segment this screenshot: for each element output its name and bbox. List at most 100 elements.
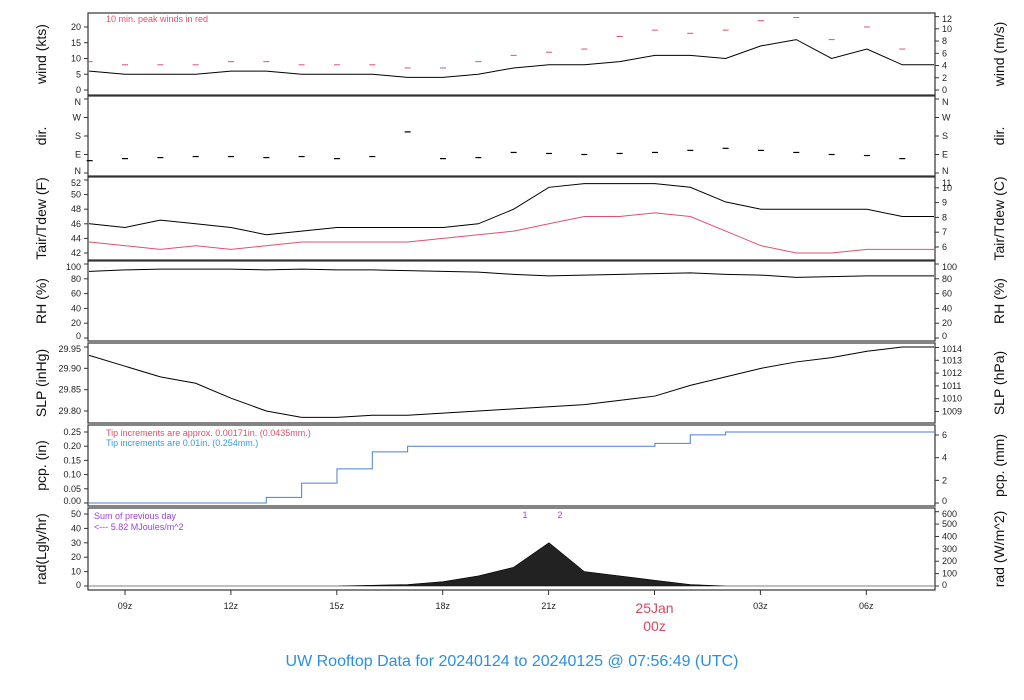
y-right-tick-label: 6 <box>942 242 947 252</box>
x-tick-label: 09z <box>118 601 133 611</box>
y-right-tick-label: 0 <box>942 496 947 506</box>
y-right-tick-label: 1014 <box>942 344 962 354</box>
y-axis-label-right: RH (%) <box>991 278 1007 324</box>
y-tick-label: S <box>75 131 81 141</box>
y-axis-label-right: SLP (hPa) <box>991 351 1007 415</box>
y-axis-label-left: RH (%) <box>33 278 49 324</box>
y-tick-label: 46 <box>71 219 81 229</box>
y-tick-label: 60 <box>71 289 81 299</box>
y-axis-label-right: rad (W/m^2) <box>991 511 1007 588</box>
radiation-area <box>89 542 934 587</box>
y-axis-label-left: dir. <box>33 127 49 146</box>
y-tick-label: 48 <box>71 204 81 214</box>
date-marker-day: 25Jan <box>635 600 673 616</box>
y-tick-label: 0 <box>76 331 81 341</box>
y-axis-label-left: rad(Lgly/hr) <box>33 513 49 585</box>
radiation-note-1: Sum of previous day <box>94 511 177 521</box>
y-axis-label-right: pcp. (mm) <box>991 434 1007 497</box>
y-axis-label-left: wind (kts) <box>33 24 49 85</box>
y-right-tick-label: 1011 <box>942 381 961 391</box>
y-right-tick-label: 1013 <box>942 355 962 365</box>
x-tick-label: 15z <box>330 601 345 611</box>
y-tick-label: W <box>73 113 82 123</box>
y-tick-label: N <box>75 166 82 176</box>
y-axis-label-right: Tair/Tdew (C) <box>991 176 1007 260</box>
radiation-marker-2: 2 <box>557 510 562 520</box>
y-tick-label: 29.90 <box>58 363 81 373</box>
y-tick-label: 30 <box>71 538 81 548</box>
y-right-tick-label: 1009 <box>942 407 962 417</box>
y-right-tick-label: 2 <box>942 475 947 485</box>
panel-frame-rh <box>87 260 936 342</box>
y-right-tick-label: 6 <box>942 430 947 440</box>
y-right-tick-label: N <box>942 166 949 176</box>
y-right-tick-label: 200 <box>942 556 957 566</box>
slp-line <box>89 346 934 418</box>
y-tick-label: N <box>75 97 82 107</box>
y-right-tick-label: 12 <box>942 14 952 24</box>
y-axis-label-left: pcp. (in) <box>33 440 49 491</box>
wind-annotation: 10 min. peak winds in red <box>106 14 208 24</box>
precip-line <box>89 431 934 504</box>
wind-speed-line <box>89 39 934 78</box>
y-right-tick-label: 1012 <box>942 368 962 378</box>
y-right-tick-label: 7 <box>942 227 947 237</box>
x-tick-label: 12z <box>224 601 239 611</box>
y-tick-label: 0 <box>76 85 81 95</box>
y-tick-label: 20 <box>71 318 81 328</box>
y-tick-label: 40 <box>71 303 81 313</box>
y-tick-label: 44 <box>71 233 81 243</box>
y-axis-label-left: Tair/Tdew (F) <box>33 177 49 259</box>
x-tick-label: 06z <box>859 601 874 611</box>
rh-line <box>89 268 934 278</box>
y-tick-label: 15 <box>71 38 81 48</box>
y-right-tick-label: 40 <box>942 303 952 313</box>
y-tick-label: E <box>75 150 81 160</box>
y-tick-label: 100 <box>66 262 81 272</box>
y-right-tick-label: 0 <box>942 580 947 590</box>
radiation-note-2: <--- 5.82 MJoules/m^2 <box>94 522 184 532</box>
precip-note-2: Tip increments are 0.01in. (0.254mm.) <box>106 438 258 448</box>
y-tick-label: 80 <box>71 274 81 284</box>
y-right-tick-label: S <box>942 131 948 141</box>
y-right-tick-label: 400 <box>942 531 957 541</box>
y-tick-label: 42 <box>71 248 81 258</box>
y-tick-label: 0.15 <box>63 455 81 465</box>
panel-frame-wind <box>87 12 936 96</box>
y-tick-label: 0.05 <box>63 484 81 494</box>
y-right-tick-label: W <box>942 113 951 123</box>
y-tick-label: 29.80 <box>58 406 81 416</box>
y-axis-label-right: wind (m/s) <box>991 22 1007 88</box>
y-right-tick-label: 8 <box>942 36 947 46</box>
y-right-tick-label: 300 <box>942 544 957 554</box>
y-right-tick-label: 500 <box>942 519 957 529</box>
y-right-tick-label: 10 <box>942 183 952 193</box>
y-right-tick-label: N <box>942 97 949 107</box>
y-right-tick-label: 11 <box>942 178 951 188</box>
y-right-tick-label: 60 <box>942 289 952 299</box>
y-right-tick-label: 2 <box>942 73 947 83</box>
precip-note-1: Tip increments are approx. 0.00171in. (0… <box>106 428 311 438</box>
y-right-tick-label: 100 <box>942 262 957 272</box>
y-right-tick-label: 80 <box>942 274 952 284</box>
panel-frame-temperature <box>87 176 936 261</box>
dewpoint-line <box>89 212 934 254</box>
y-tick-label: 10 <box>71 567 81 577</box>
date-marker-hour: 00z <box>643 618 666 634</box>
panel-frame-slp <box>87 342 936 424</box>
y-right-tick-label: 10 <box>942 24 952 34</box>
chart-title: UW Rooftop Data for 20240124 to 20240125… <box>286 653 739 670</box>
y-right-tick-label: 4 <box>942 61 947 71</box>
radiation-marker-1: 1 <box>522 510 527 520</box>
panel-frame-dir <box>87 95 936 177</box>
y-tick-label: 0.25 <box>63 427 81 437</box>
y-right-tick-label: 8 <box>942 212 947 222</box>
y-right-tick-label: 4 <box>942 453 947 463</box>
y-right-tick-label: 600 <box>942 509 957 519</box>
y-tick-label: 5 <box>76 69 81 79</box>
y-axis-label-right: dir. <box>991 127 1007 146</box>
panel-frame-precip <box>87 424 936 507</box>
y-tick-label: 29.85 <box>58 385 81 395</box>
y-tick-label: 0 <box>76 580 81 590</box>
